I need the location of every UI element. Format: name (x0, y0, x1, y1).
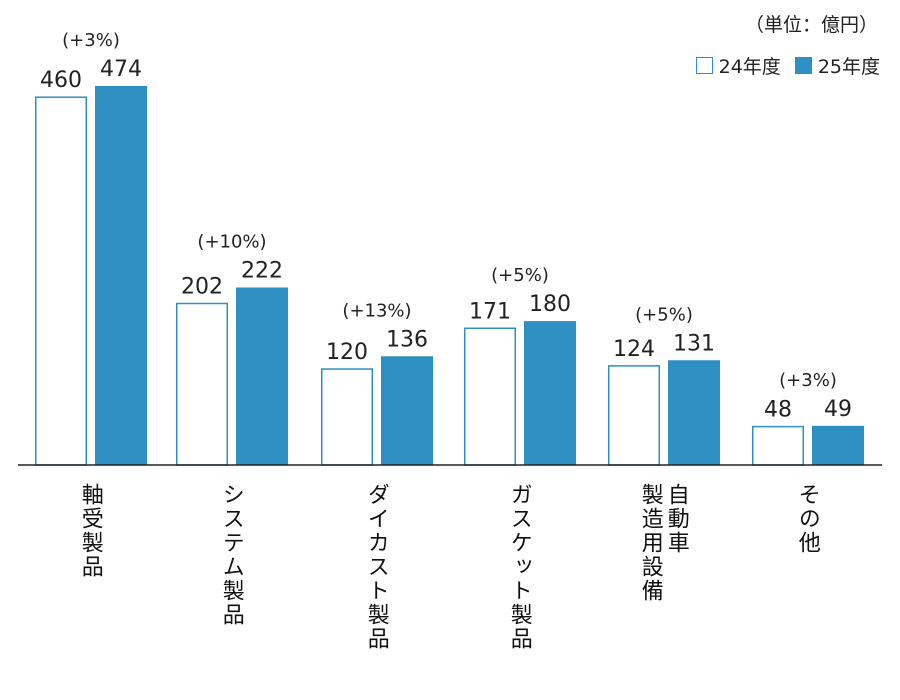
category-label-3: ダイカスト製品 (363, 483, 389, 651)
value-label-25-1: 474 (100, 57, 142, 82)
value-label-24-2: 202 (181, 274, 223, 299)
value-label-24-6: 48 (764, 398, 792, 423)
legend-label-25: 25年度 (817, 56, 880, 78)
value-label-25-5: 131 (673, 331, 715, 356)
bar-24-4 (464, 327, 516, 466)
bar-25-5 (668, 360, 720, 465)
category-label-2: システム製品 (218, 483, 244, 627)
category-label-4: ガスケット製品 (506, 483, 532, 651)
unit-label: （単位：億円） (744, 14, 878, 36)
bar-25-4 (524, 321, 576, 465)
growth-label-5: (+5%) (635, 304, 693, 325)
value-label-24-3: 120 (326, 340, 368, 365)
bar-25-3 (381, 356, 433, 465)
bar-25-6 (812, 425, 864, 465)
bar-chart: 460 474 (+3%) 202 222 (+10%) 120 136 (+13%) 171 18… (18, 30, 882, 466)
category-label-6: その他 (794, 483, 820, 555)
value-label-24-4: 171 (469, 299, 511, 324)
bar-24-5 (608, 365, 660, 466)
legend: 24年度 25年度 (695, 52, 880, 79)
growth-label-3: (+13%) (342, 300, 411, 321)
legend-label-24: 24年度 (718, 56, 781, 78)
legend-swatch-25 (794, 57, 812, 74)
growth-label-4: (+5%) (491, 265, 549, 286)
bar-24-2 (176, 302, 228, 466)
bar-24-6 (752, 425, 804, 466)
category-label-1: 軸受製品 (77, 483, 103, 579)
category-label-5-line-1: 自動車 (663, 483, 689, 555)
value-label-25-2: 222 (241, 258, 283, 283)
growth-label-1: (+3%) (62, 30, 120, 51)
growth-label-6: (+3%) (779, 370, 837, 391)
bar-24-3 (321, 368, 373, 466)
bar-25-1 (95, 86, 147, 465)
value-label-25-3: 136 (386, 327, 428, 352)
bar-24-1 (35, 96, 87, 466)
value-label-25-4: 180 (529, 292, 571, 317)
category-label-5-line-2: 製造用設備 (637, 483, 663, 603)
value-label-25-6: 49 (824, 397, 852, 422)
legend-swatch-24 (695, 57, 713, 74)
bar-25-2 (236, 287, 288, 465)
growth-label-2: (+10%) (197, 231, 266, 252)
value-label-24-5: 124 (613, 337, 655, 362)
value-label-24-1: 460 (40, 68, 82, 93)
